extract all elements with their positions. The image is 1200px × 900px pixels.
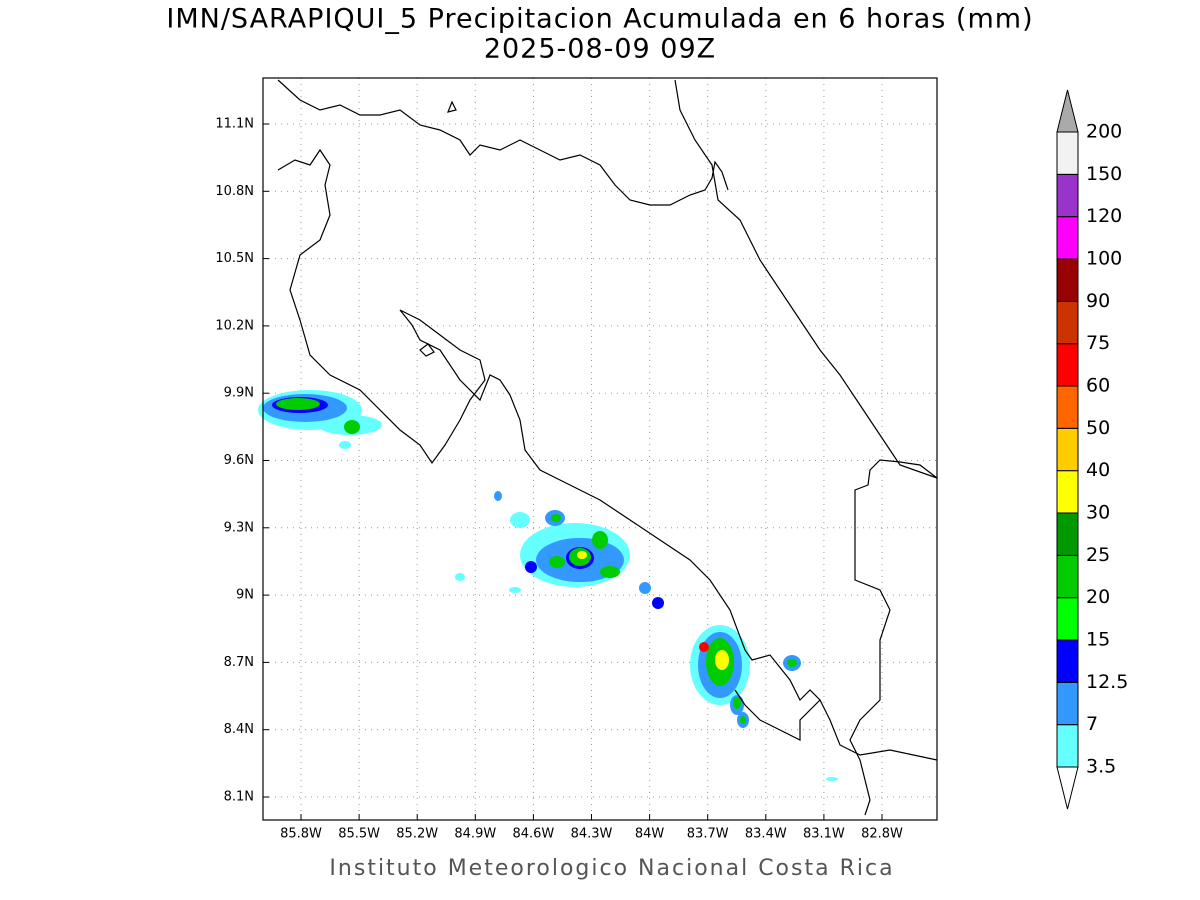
colorbar-box — [1056, 173, 1079, 218]
y-tick-label: 9.9N — [224, 386, 254, 401]
y-tick-label: 10.5N — [215, 251, 254, 266]
subtitle: 2025-08-09 09Z — [484, 34, 716, 65]
x-tick-label: 83.4W — [745, 827, 787, 842]
colorbar-box — [1056, 512, 1079, 556]
x-tick-label: 85.5W — [338, 827, 380, 842]
colorbar-box — [1056, 554, 1079, 599]
colorbar-box — [1056, 470, 1079, 514]
y-tick-label: 10.2N — [215, 318, 254, 333]
colorbar-label: 75 — [1086, 332, 1110, 354]
colorbar-box — [1056, 385, 1079, 429]
x-tick-label: 83.1W — [803, 827, 845, 842]
y-tick-label: 8.4N — [224, 722, 254, 737]
colorbar-label: 100 — [1086, 248, 1122, 270]
colorbar-box — [1056, 216, 1079, 260]
x-tick-label: 84.6W — [512, 827, 554, 842]
precipitation — [258, 390, 838, 781]
x-tick-label: 84.3W — [571, 827, 613, 842]
y-tick-label: 10.8N — [215, 184, 254, 199]
colorbar-label: 25 — [1086, 544, 1110, 566]
colorbar-label: 200 — [1086, 121, 1122, 143]
y-tick-label: 8.7N — [224, 655, 254, 670]
colorbar-label: 3.5 — [1086, 756, 1116, 778]
colorbar-box — [1056, 258, 1079, 302]
x-tick-label: 85.2W — [396, 827, 438, 842]
colorbar-label: 20 — [1086, 586, 1110, 608]
colorbar-box — [1056, 639, 1079, 683]
footer: Instituto Meteorologico Nacional Costa R… — [329, 856, 894, 881]
colorbar-box — [1056, 681, 1079, 726]
colorbar-over — [1056, 89, 1079, 133]
title: IMN/SARAPIQUI_5 Precipitacion Acumulada … — [166, 4, 1033, 35]
y-tick-label: 11.1N — [215, 117, 254, 132]
colorbar-label: 7 — [1086, 713, 1098, 735]
colorbar-label: 150 — [1086, 163, 1122, 185]
y-tick-label: 9N — [236, 588, 254, 603]
colorbar-label: 60 — [1086, 375, 1110, 397]
colorbar-box — [1056, 300, 1079, 345]
x-tick-label: 84.9W — [454, 827, 496, 842]
colorbar-label: 30 — [1086, 502, 1110, 524]
coastlines — [277, 79, 938, 816]
map-frame — [262, 77, 938, 821]
colorbar-label: 40 — [1086, 459, 1110, 481]
x-tick-label: 83.7W — [687, 827, 729, 842]
colorbar: 3.5 7 12.5 15 20 25 30 40 50 60 75 90 100 120 150 200 — [1056, 89, 1128, 810]
colorbar-box — [1056, 131, 1079, 175]
x-tick-label: 84W — [635, 827, 665, 842]
colorbar-label: 120 — [1086, 205, 1122, 227]
y-tick-label: 8.1N — [224, 790, 254, 805]
y-tick-label: 9.3N — [224, 520, 254, 535]
colorbar-label: 15 — [1086, 629, 1110, 651]
colorbar-box — [1056, 597, 1079, 641]
colorbar-box — [1056, 343, 1079, 387]
grid: 85.8W 85.5W 85.2W 84.9W 84.6W 84.3W 84W 83.7W 83… — [215, 78, 937, 842]
colorbar-box — [1056, 724, 1079, 768]
colorbar-label: 50 — [1086, 417, 1110, 439]
y-tick-label: 9.6N — [224, 453, 254, 468]
colorbar-box — [1056, 427, 1079, 472]
colorbar-under — [1056, 766, 1079, 810]
colorbar-label: 12.5 — [1086, 671, 1128, 693]
x-tick-label: 82.8W — [861, 827, 903, 842]
x-tick-label: 85.8W — [280, 827, 322, 842]
colorbar-label: 90 — [1086, 290, 1110, 312]
